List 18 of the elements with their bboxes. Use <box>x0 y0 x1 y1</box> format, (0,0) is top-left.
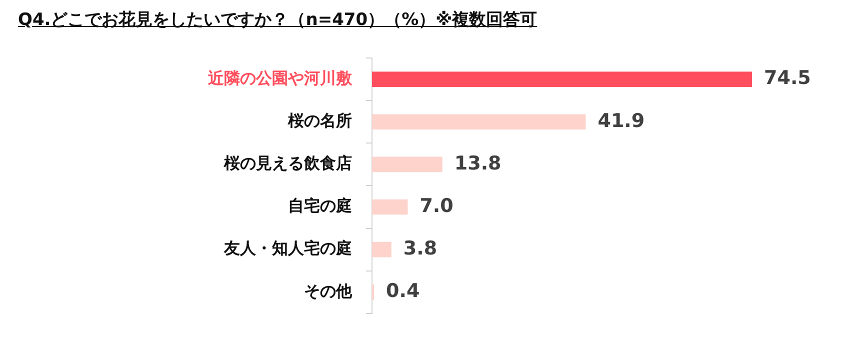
bar <box>372 156 442 172</box>
y-tick-label: その他 <box>304 281 353 300</box>
bar <box>372 114 586 130</box>
chart-title: Q4.どこでお花見をしたいですか？（n=470）（%）※複数回答可 <box>18 9 538 31</box>
y-tick-label: 桜の見える飲食店 <box>223 154 352 173</box>
data-label: 3.8 <box>403 237 438 260</box>
data-label: 41.9 <box>598 110 645 132</box>
bar <box>372 72 752 87</box>
data-label: 74.5 <box>764 67 811 90</box>
y-tick-label: 近隣の公園や河川敷 <box>207 68 353 88</box>
y-tick-label: 友人・知人宅の庭 <box>223 238 352 258</box>
bar <box>372 242 392 258</box>
y-tick-label: 自宅の庭 <box>288 196 352 216</box>
data-label: 7.0 <box>420 194 454 217</box>
bar <box>372 199 408 215</box>
y-tick-label: 桜の名所 <box>287 111 352 130</box>
data-label: 0.4 <box>386 280 420 302</box>
data-label: 13.8 <box>454 152 502 174</box>
